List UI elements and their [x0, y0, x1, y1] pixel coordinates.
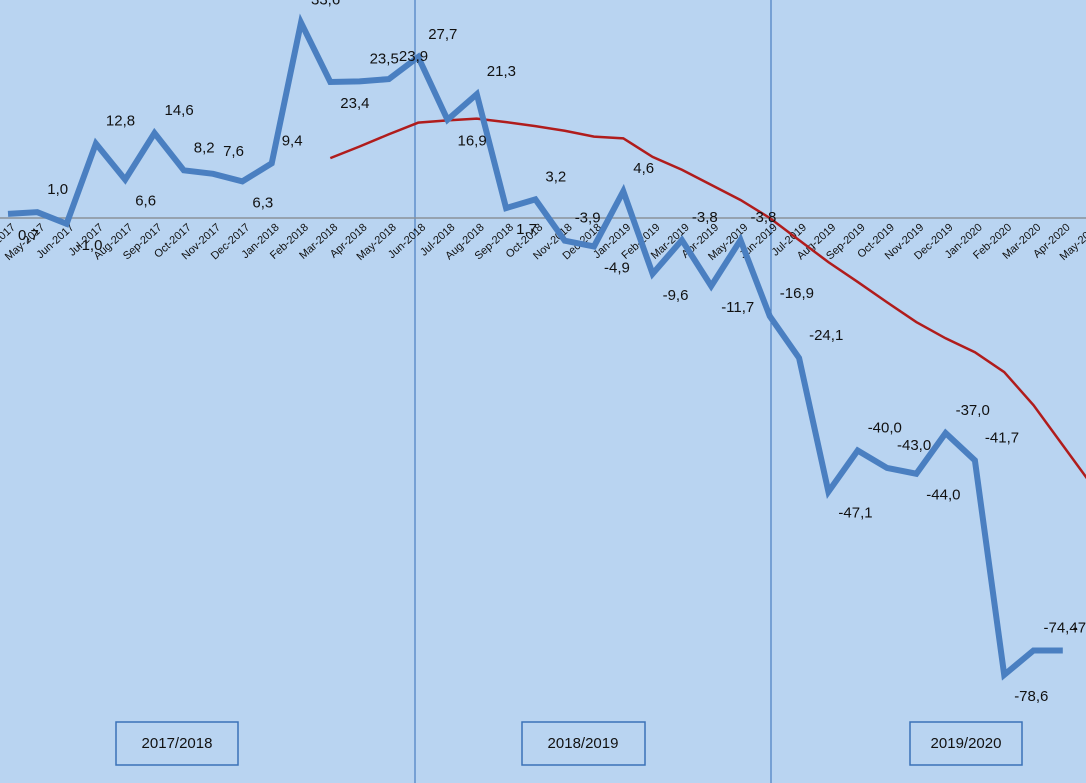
period-label: 2017/2018 [142, 735, 213, 752]
data-label: 0,7 [18, 227, 39, 244]
data-label: -43,0 [897, 437, 931, 454]
data-label: -3,8 [751, 209, 777, 226]
data-label: -41,7 [985, 429, 1019, 446]
data-label: 27,7 [428, 26, 457, 43]
data-label: 6,6 [135, 193, 156, 210]
data-label: 23,4 [340, 95, 369, 112]
period-box [909, 721, 1023, 766]
data-label: 1,0 [47, 181, 68, 198]
data-label: 21,3 [487, 63, 516, 80]
data-label: 6,3 [252, 194, 273, 211]
data-label: 23,9 [399, 48, 428, 65]
data-label: 16,9 [458, 133, 487, 150]
data-label: 8,2 [194, 139, 215, 156]
data-label: -44,0 [926, 487, 960, 504]
period-box [115, 721, 239, 766]
data-label: -3,8 [692, 209, 718, 226]
data-label: -47,1 [838, 505, 872, 522]
data-label: -24,1 [809, 327, 843, 344]
data-label: -3,9 [575, 210, 601, 227]
data-label: -78,6 [1014, 688, 1048, 705]
data-label: 12,8 [106, 113, 135, 130]
line [7, 13, 1063, 681]
period-label: 2018/2019 [548, 735, 619, 752]
data-label: 23,5 [370, 50, 399, 67]
data-label: -74,4 [1073, 619, 1086, 636]
data-label: -11,7 [721, 299, 754, 316]
data-label: 33,6 [311, 0, 340, 9]
data-label: -37,0 [956, 402, 990, 419]
data-label: -40,0 [868, 419, 902, 436]
data-label: 14,6 [165, 102, 194, 119]
data-label: 1,7 [516, 221, 537, 238]
line [329, 117, 1086, 480]
data-label: -74,4 [1044, 619, 1078, 636]
data-label: 7,6 [223, 143, 244, 160]
period-label: 2019/2020 [931, 735, 1002, 752]
data-label: -4,9 [604, 259, 630, 276]
data-label: -9,6 [663, 287, 689, 304]
data-label: 3,2 [545, 168, 566, 185]
data-label: 9,4 [282, 132, 303, 149]
period-box [521, 721, 646, 766]
data-label: 4,6 [633, 160, 654, 177]
data-label: -16,9 [780, 285, 814, 302]
data-label: -1,0 [77, 237, 103, 254]
